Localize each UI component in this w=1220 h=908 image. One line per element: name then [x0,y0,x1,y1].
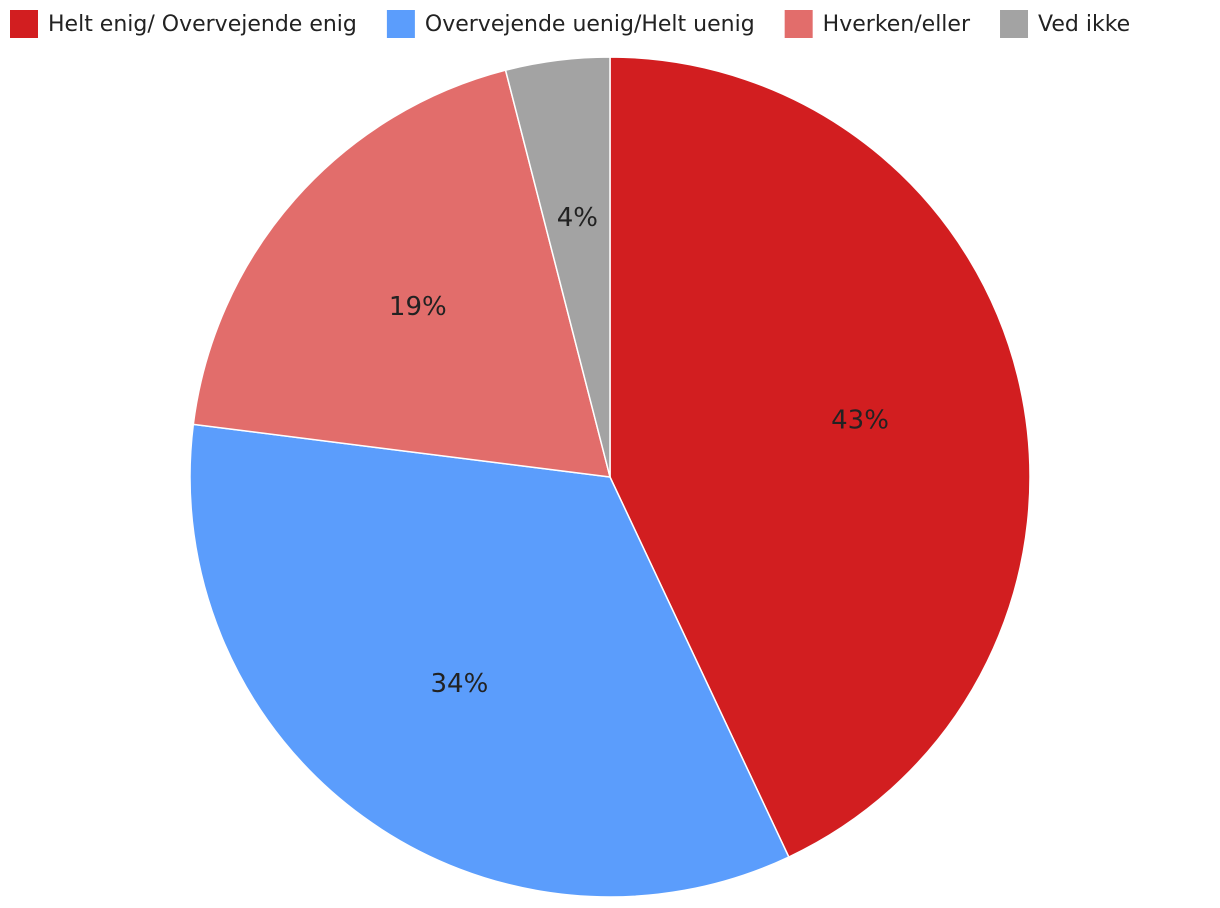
data-label: 4% [557,203,598,233]
legend-label: Overvejende uenig/Helt uenig [425,12,755,37]
legend-label: Ved ikke [1038,12,1130,37]
legend-swatch [784,10,813,38]
legend-label: Hverken/eller [823,12,971,37]
pie-slice [192,69,612,478]
pie-slice [504,56,611,478]
legend-label: Helt enig/ Overvejende enig [48,12,357,37]
pie-slice [189,423,790,898]
data-label: 19% [389,292,447,322]
legend-swatch [1000,10,1029,38]
data-label: 34% [431,669,489,699]
legend-swatch [10,10,38,38]
legend-swatch [386,10,415,38]
pie-slice [609,56,1031,859]
data-label: 43% [831,406,889,436]
